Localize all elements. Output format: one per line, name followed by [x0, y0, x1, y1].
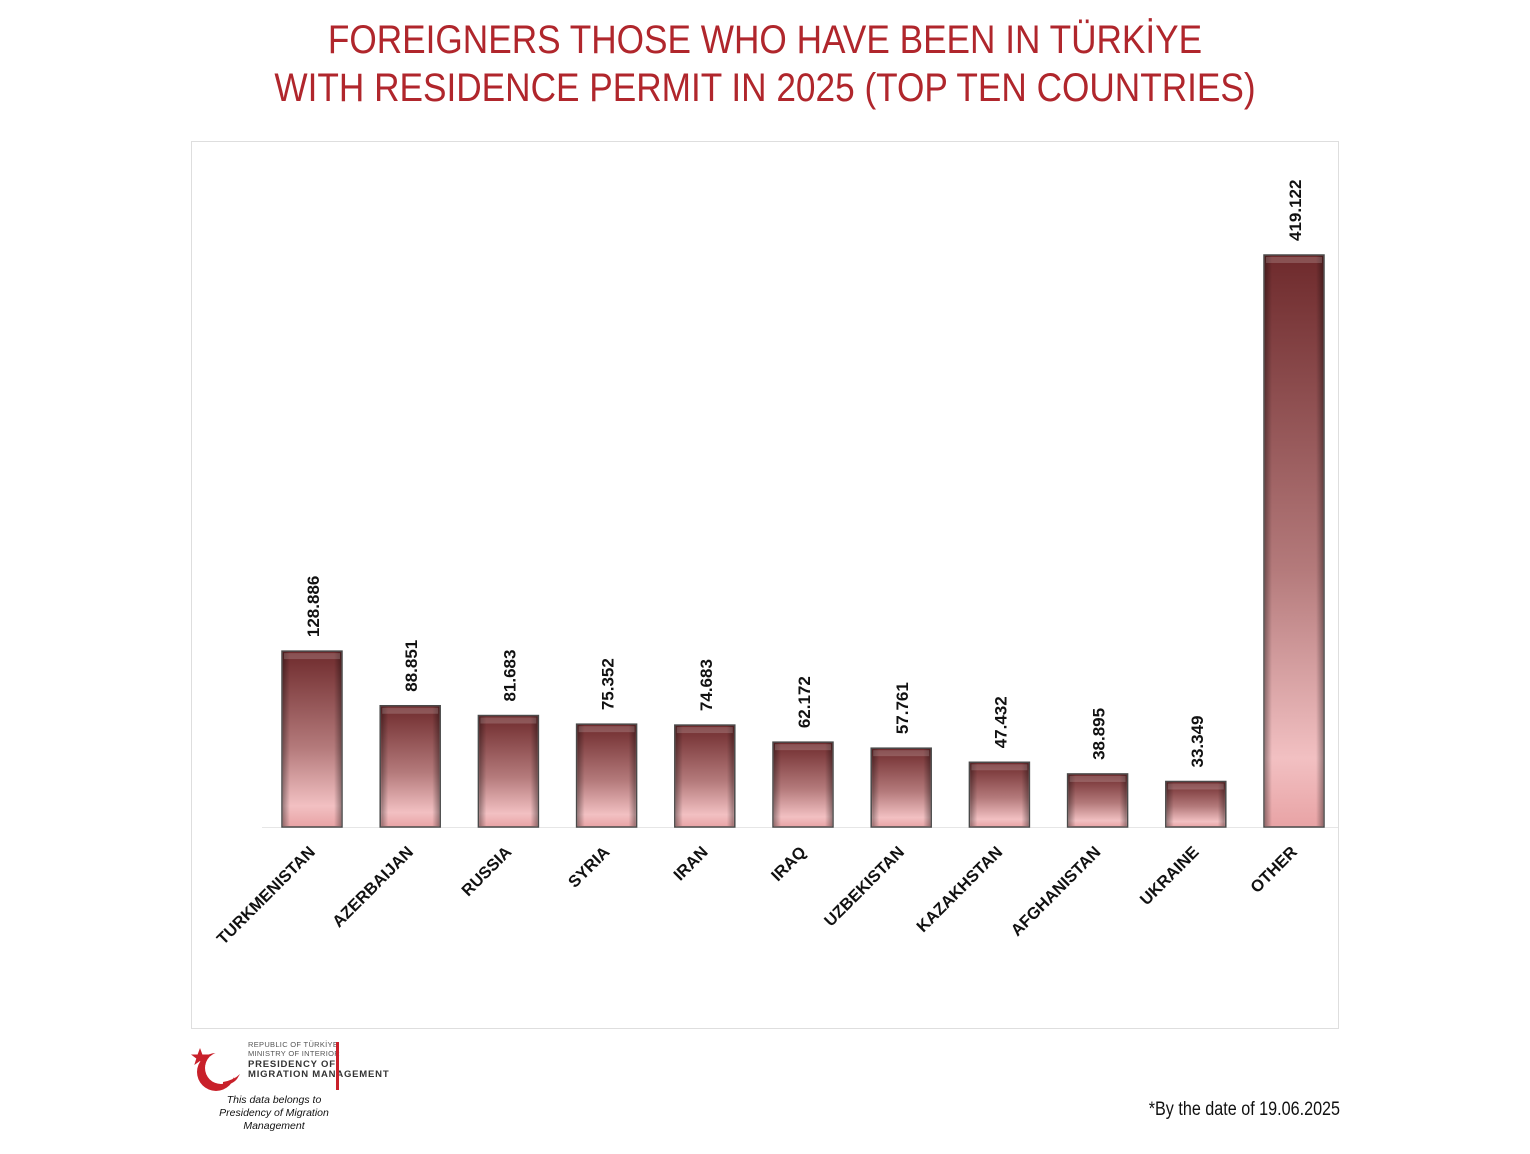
bar-highlight — [480, 717, 537, 724]
chart-frame: 128.886 TURKMENISTAN 88.851 AZERBAIJAN 81.68… — [191, 141, 1339, 1029]
category-label: IRAQ — [768, 843, 810, 885]
category-label: KAZAKHSTAN — [913, 843, 1006, 936]
value-label: 88.851 — [402, 640, 421, 692]
logo: REPUBLIC OF TÜRKİYE MINISTRY OF INTERIOR… — [190, 1040, 389, 1133]
bar-highlight — [676, 727, 733, 734]
category-label: OTHER — [1247, 843, 1301, 897]
bar-shade — [675, 726, 734, 826]
bar-shade — [283, 652, 341, 826]
bar-shade — [1166, 782, 1225, 826]
bar-shade — [479, 716, 538, 826]
value-label: 75.352 — [599, 658, 618, 710]
logo-line-1: REPUBLIC OF TÜRKİYE — [248, 1040, 339, 1049]
bar-shade — [872, 749, 931, 826]
bar-highlight — [775, 744, 831, 751]
bar-highlight — [382, 707, 439, 714]
logo-line-3: PRESIDENCY OF — [248, 1059, 336, 1070]
bar-highlight — [578, 726, 635, 733]
category-label: UZBEKISTAN — [821, 843, 908, 930]
logo-text: REPUBLIC OF TÜRKİYE MINISTRY OF INTERIOR… — [248, 1040, 389, 1079]
value-label: 62.172 — [795, 676, 814, 728]
value-label: 33.349 — [1188, 715, 1207, 767]
bar-highlight — [1167, 783, 1224, 790]
category-label: IRAN — [670, 843, 711, 884]
value-label: 81.683 — [500, 650, 519, 702]
bar-shade — [774, 743, 832, 826]
bar-highlight — [1266, 257, 1322, 263]
crescent-star-icon — [191, 1048, 240, 1091]
value-label: 419.122 — [1286, 180, 1305, 241]
bar-chart: 128.886 TURKMENISTAN 88.851 AZERBAIJAN 81.68… — [214, 180, 1338, 948]
bar-shade — [1265, 256, 1323, 826]
category-label: AFGHANISTAN — [1008, 843, 1105, 940]
category-label: UKRAINE — [1137, 843, 1203, 909]
bar-highlight — [873, 750, 930, 757]
logo-line-2: MINISTRY OF INTERIOR — [248, 1049, 340, 1058]
bar-highlight — [284, 653, 340, 660]
chart-title-line-2: WITH RESIDENCE PERMIT IN 2025 (TOP TEN C… — [274, 66, 1256, 110]
category-label: AZERBAIJAN — [329, 843, 417, 931]
category-label: TURKMENISTAN — [214, 843, 319, 948]
category-label: RUSSIA — [458, 843, 515, 900]
bar-shade — [970, 763, 1029, 826]
value-label: 74.683 — [697, 659, 716, 711]
footnote: *By the date of 19.06.2025 — [1148, 1099, 1340, 1120]
value-label: 47.432 — [991, 696, 1010, 748]
category-label: SYRIA — [565, 843, 613, 891]
value-label: 128.886 — [304, 576, 323, 637]
value-label: 57.761 — [893, 682, 912, 734]
logo-divider — [336, 1042, 339, 1090]
logo-line-4: MIGRATION MANAGEMENT — [248, 1069, 390, 1080]
bar-shade — [381, 706, 440, 826]
chart-title: FOREIGNERS THOSE WHO HAVE BEEN IN TÜRKİY… — [92, 16, 1438, 112]
logo-caption-line-1: This data belongs to — [226, 1094, 322, 1106]
chart-title-line-1: FOREIGNERS THOSE WHO HAVE BEEN IN TÜRKİY… — [327, 18, 1203, 62]
bar-highlight — [971, 764, 1028, 771]
bar-highlight — [1069, 775, 1126, 782]
logo-caption-line-2: Presidency of Migration Management — [219, 1107, 329, 1132]
value-label: 38.895 — [1090, 708, 1109, 760]
bar-shade — [1068, 774, 1127, 826]
logo-caption: This data belongs to Presidency of Migra… — [190, 1094, 358, 1133]
bar-shade — [577, 725, 636, 826]
